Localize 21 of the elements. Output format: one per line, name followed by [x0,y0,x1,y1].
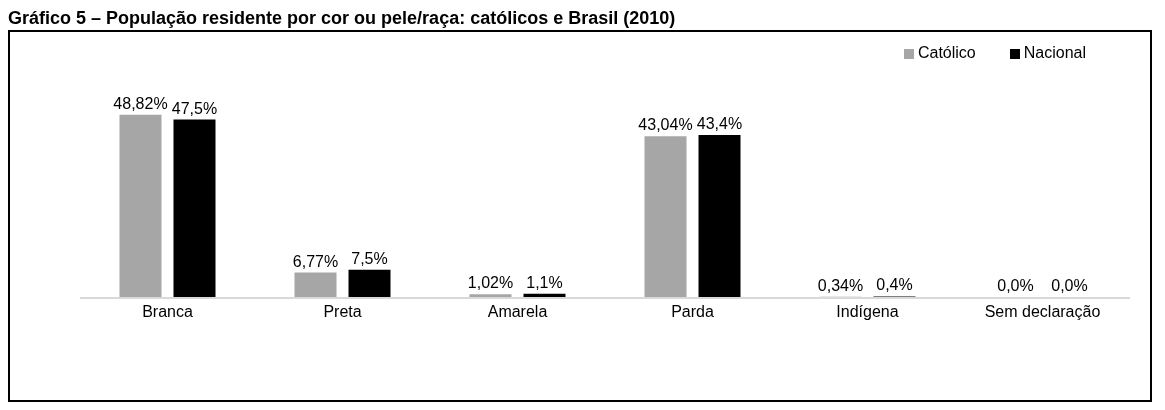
x-tick-label: Sem declaração [984,303,1101,321]
x-tick-label: Parda [671,303,714,321]
legend-label: Católico [917,44,976,61]
legend-label: Nacional [1023,44,1086,61]
data-label: 48,82% [113,94,168,112]
data-label: 0,0% [1051,277,1088,294]
chart-title: Gráfico 5 – População residente por cor ou pele/raça: católicos e Brasil (2010) [8,8,677,30]
data-label: 7,5% [351,249,388,267]
data-label: 43,04% [638,116,693,134]
data-label: 1,02% [467,274,514,292]
x-tick-label: Amarela [487,303,548,321]
data-label: 1,1% [526,273,563,291]
x-tick-label: Branca [142,303,193,321]
data-label: 0,34% [817,276,864,294]
data-label: 6,77% [292,252,339,270]
data-label: 43,4% [696,115,743,133]
data-label: 47,5% [171,99,218,117]
data-label: 0,0% [997,277,1034,294]
data-label: 0,4% [876,276,913,294]
x-tick-label: Preta [323,303,362,321]
x-tick-label: Indígena [836,303,899,321]
